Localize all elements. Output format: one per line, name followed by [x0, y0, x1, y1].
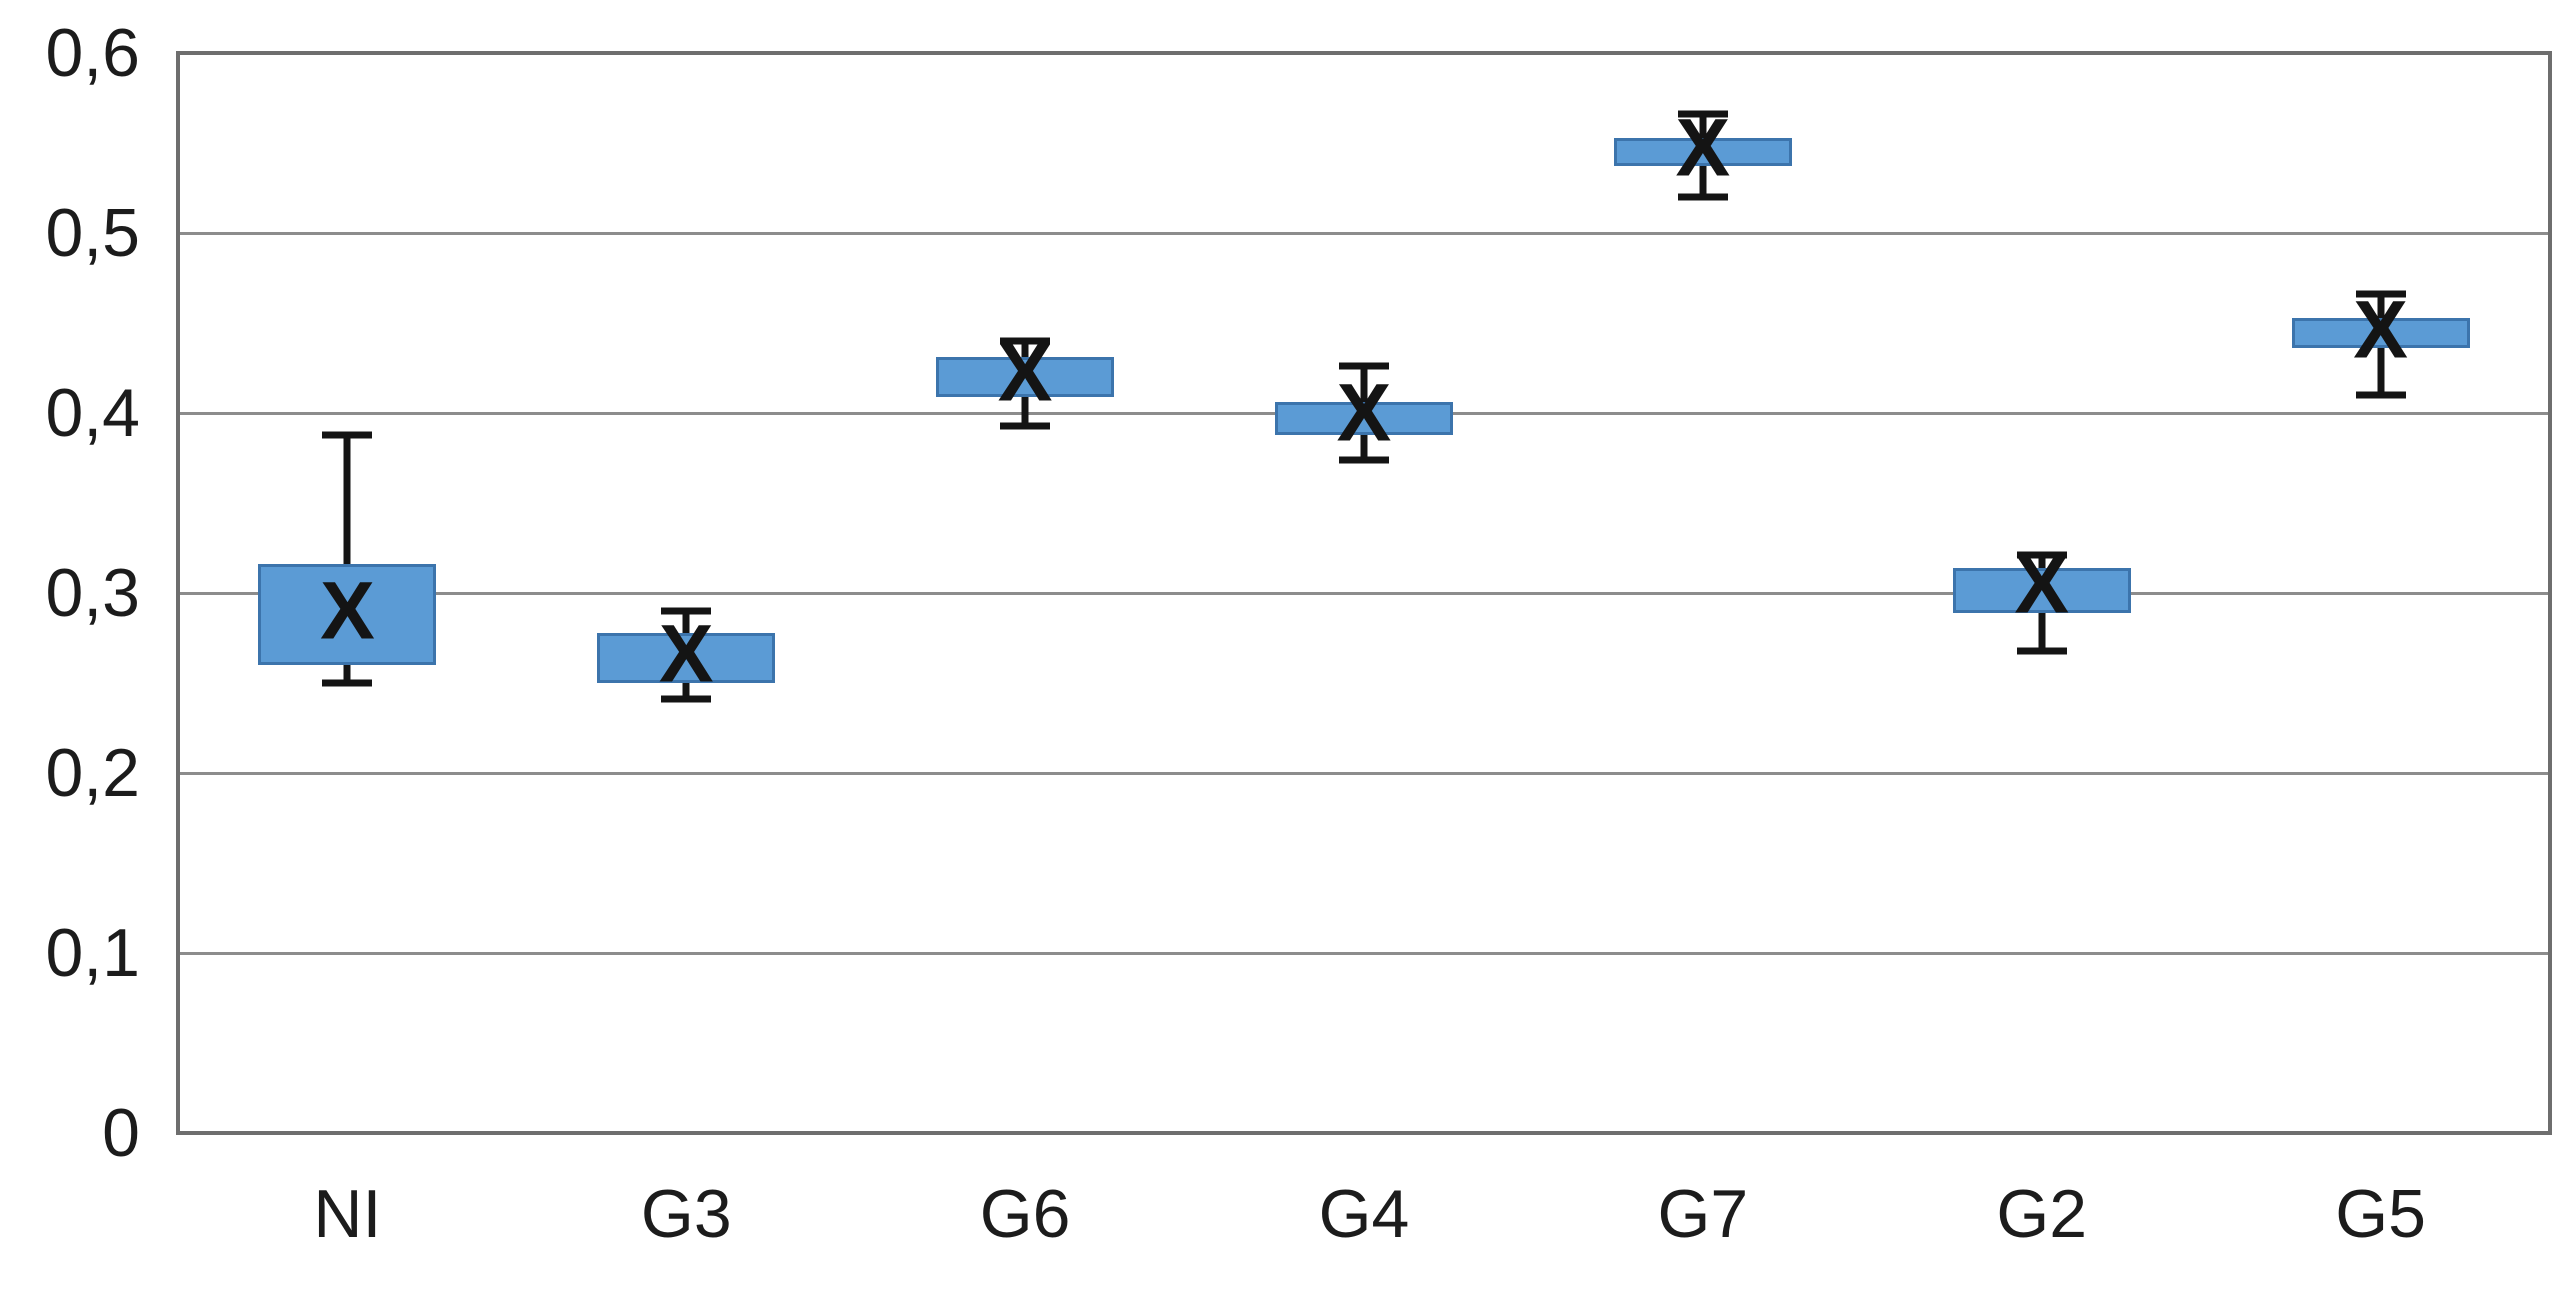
- box: [1275, 402, 1453, 435]
- x-category-label: G7: [1657, 1176, 1749, 1252]
- whisker-upper-stem: [1699, 114, 1707, 138]
- whisker-upper-cap: [1339, 362, 1389, 370]
- mean-marker: X: [2353, 284, 2408, 376]
- whisker-upper-cap: [2355, 290, 2406, 298]
- whisker-lower-stem: [2038, 612, 2046, 651]
- mean-marker: X: [2014, 540, 2070, 632]
- whisker-lower-stem: [1021, 396, 1029, 426]
- whisker-lower-stem: [2377, 348, 2385, 395]
- mean-marker: X: [1675, 102, 1731, 194]
- whisker-lower-cap: [1677, 193, 1728, 201]
- whisker-lower-cap: [2016, 647, 2067, 655]
- mean-marker: X: [1336, 367, 1392, 459]
- mean-marker: X: [658, 608, 714, 700]
- x-category-label: G3: [640, 1176, 732, 1252]
- whisker-upper-stem: [1360, 366, 1368, 403]
- whisker-upper-cap: [1000, 337, 1051, 345]
- whisker-upper-stem: [343, 434, 351, 565]
- y-tick-label: 0,4: [45, 375, 140, 451]
- y-tick-label: 0,5: [45, 195, 140, 271]
- whisker-lower-cap: [1339, 456, 1389, 464]
- whisker-lower-stem: [1360, 434, 1368, 460]
- x-category-label: G5: [2335, 1176, 2426, 1252]
- x-category-label: NI: [313, 1176, 382, 1252]
- x-category-label: G6: [979, 1176, 1071, 1252]
- gridline: [180, 951, 2548, 955]
- plot-area-border: [176, 51, 2552, 1135]
- whisker-upper-stem: [682, 611, 690, 633]
- whisker-lower-cap: [322, 679, 373, 687]
- whisker-lower-stem: [343, 665, 351, 683]
- x-category-label: G2: [1996, 1176, 2088, 1252]
- whisker-upper-cap: [2016, 551, 2067, 559]
- whisker-upper-cap: [661, 607, 712, 615]
- box: [936, 357, 1115, 397]
- whisker-upper-stem: [2038, 555, 2046, 568]
- y-tick-label: 0,1: [45, 915, 140, 991]
- y-tick-label: 0: [102, 1095, 140, 1171]
- whisker-lower-cap: [661, 695, 712, 703]
- whisker-upper-cap: [1677, 110, 1728, 118]
- box: [597, 632, 776, 683]
- gridline: [180, 771, 2548, 775]
- x-category-label: G4: [1318, 1176, 1410, 1252]
- whisker-upper-stem: [2377, 294, 2385, 318]
- whisker-lower-stem: [1699, 166, 1707, 197]
- whisker-lower-stem: [682, 683, 690, 700]
- mean-marker: X: [320, 565, 375, 657]
- box: [1952, 567, 2131, 613]
- whisker-lower-cap: [1000, 422, 1051, 430]
- whisker-upper-stem: [1021, 341, 1029, 358]
- box: [258, 564, 437, 665]
- box: [1613, 137, 1792, 167]
- whisker-upper-cap: [322, 431, 373, 439]
- gridline: [180, 591, 2548, 595]
- whisker-lower-cap: [2355, 391, 2406, 399]
- gridline: [180, 231, 2548, 235]
- y-tick-label: 0,3: [45, 555, 140, 631]
- y-tick-label: 0,2: [45, 735, 140, 811]
- box: [2291, 317, 2470, 349]
- y-tick-label: 0,6: [45, 15, 140, 91]
- mean-marker: X: [997, 327, 1053, 419]
